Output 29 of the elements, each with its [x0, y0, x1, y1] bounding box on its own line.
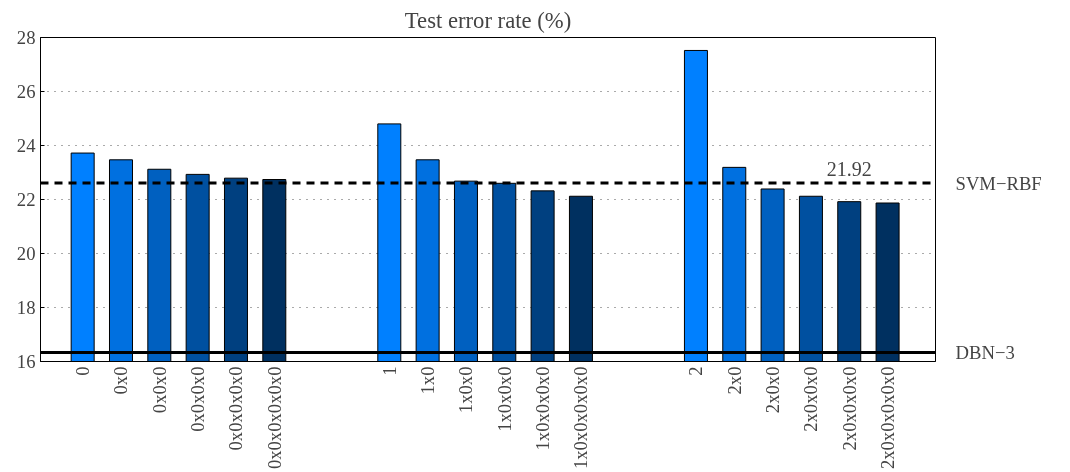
- x-tick-label: 1x0x0x0: [493, 366, 515, 432]
- x-tick-label: 2x0x0x0x0: [838, 366, 860, 451]
- x-tick-label: 1x0: [417, 366, 439, 395]
- y-tick-label: 26: [16, 81, 36, 102]
- x-tick-label: 2x0x0x0: [800, 366, 822, 432]
- x-tick-label: 0x0x0x0x0: [225, 366, 247, 451]
- x-tick-label: 0x0: [110, 366, 132, 395]
- x-tick-label: 0x0x0: [148, 366, 170, 414]
- y-tick-label: 22: [16, 189, 36, 210]
- x-tick-label: 1x0x0: [455, 366, 477, 414]
- x-tick-label: 1x0x0x0x0x0: [570, 366, 592, 470]
- x-tick-label: 0x0x0x0: [187, 366, 209, 432]
- chart-title: Test error rate (%): [404, 7, 572, 33]
- x-tick-label: 0x0x0x0x0x0: [263, 366, 285, 470]
- x-tick-label: 2x0x0x0x0x0: [877, 366, 899, 470]
- y-tick-label: 24: [16, 135, 37, 156]
- y-tick-label: 20: [16, 243, 36, 264]
- y-tick-label: 28: [16, 27, 36, 48]
- ref-line-label: SVM−RBF: [955, 172, 1042, 194]
- y-tick-label: 18: [16, 297, 36, 318]
- x-tick-label: 1x0x0x0x0: [532, 366, 554, 451]
- y-tick-label: 16: [16, 351, 36, 372]
- x-tick-label: 2x0x0: [762, 366, 784, 414]
- x-tick-label: 2x0: [723, 366, 745, 395]
- annotation: 21.92: [826, 157, 872, 180]
- x-tick-label: 1: [378, 366, 400, 376]
- x-tick-label: 0: [72, 366, 94, 376]
- ref-line-label: DBN−3: [955, 342, 1015, 364]
- x-tick-label: 2: [685, 366, 707, 376]
